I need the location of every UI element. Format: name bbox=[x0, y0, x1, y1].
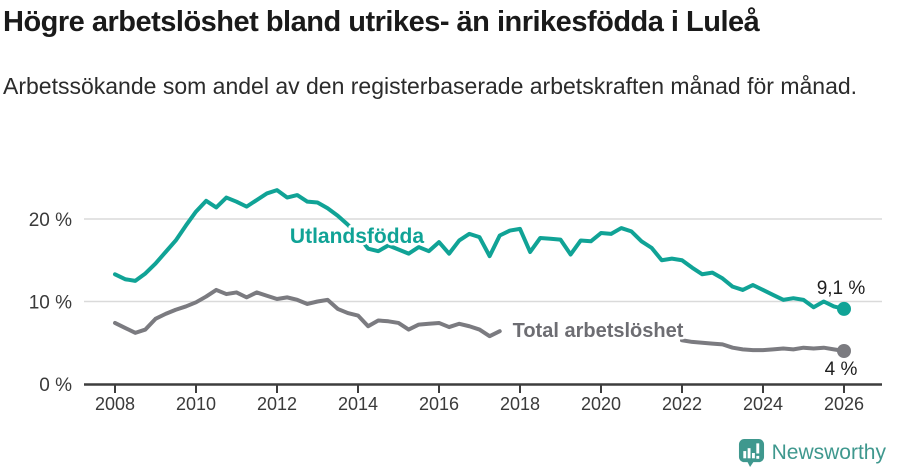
end-value-label-utlandsf-dda: 9,1 % bbox=[817, 278, 866, 299]
x-axis-label: 2010 bbox=[176, 394, 216, 414]
series-end-dot-utlandsf-dda bbox=[837, 301, 851, 316]
y-axis-label: 0 % bbox=[39, 375, 72, 396]
y-axis-label: 20 % bbox=[29, 210, 72, 231]
x-axis-label: 2022 bbox=[662, 394, 702, 414]
x-axis-label: 2016 bbox=[419, 394, 459, 414]
newsworthy-bar-chart-icon bbox=[738, 439, 764, 467]
end-value-label-total-arbetsl-shet: 4 % bbox=[825, 359, 858, 380]
x-axis-label: 2020 bbox=[581, 394, 621, 414]
series-line-total-arbetsl-shet bbox=[680, 338, 846, 353]
x-axis-label: 2026 bbox=[824, 394, 864, 414]
series-label-utlandsf-dda: Utlandsfödda bbox=[290, 225, 424, 248]
x-axis-label: 2024 bbox=[743, 394, 783, 414]
x-axis-label: 2018 bbox=[500, 394, 540, 414]
series-label-total-arbetsl-shet: Total arbetslöshet bbox=[513, 320, 684, 342]
x-axis-label: 2008 bbox=[95, 394, 135, 414]
y-axis-label: 10 % bbox=[29, 293, 72, 314]
x-axis-label: 2014 bbox=[338, 394, 378, 414]
x-axis-label: 2012 bbox=[257, 394, 297, 414]
series-line-total-arbetsl-shet bbox=[113, 287, 502, 339]
chart-subtitle: Arbetssökande som andel av den registerb… bbox=[3, 73, 858, 99]
series-end-dot-total-arbetsl-shet bbox=[837, 344, 851, 358]
newsworthy-logo: Newsworthy bbox=[738, 438, 886, 468]
chart-title: Högre arbetslöshet bland utrikes- än inr… bbox=[3, 6, 760, 38]
series-line-utlandsf-dda bbox=[113, 188, 846, 311]
newsworthy-wordmark: Newsworthy bbox=[771, 441, 886, 464]
